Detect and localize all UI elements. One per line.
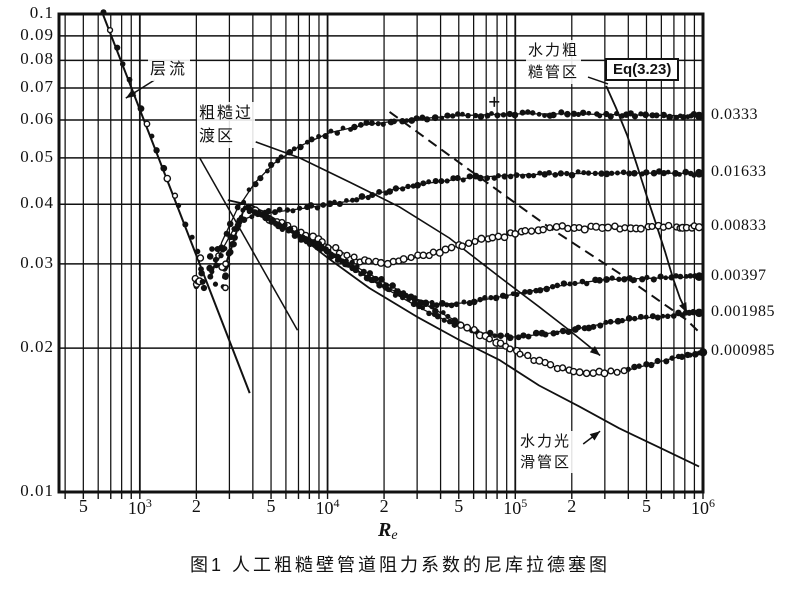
annotation-rough-zone: 水力粗 糙管区 <box>526 40 582 84</box>
y-tick-label: 0.08 <box>20 49 54 69</box>
x-tick-exponent: 4 <box>333 496 340 510</box>
series-0.0333 <box>207 109 704 280</box>
x-tick-label: 105 <box>503 496 528 518</box>
equation-label: Eq(3.23) <box>605 58 680 81</box>
annotation-laminar: 层流 <box>148 59 191 81</box>
x-tick-label: 106 <box>691 496 715 518</box>
fully-rough-boundary-dashed-line <box>389 111 700 333</box>
transition-left-line <box>199 157 299 331</box>
y-tick-label: 0.02 <box>20 337 54 357</box>
series-0.000985 <box>224 205 708 378</box>
x-tick-label: 5 <box>641 496 651 516</box>
y-tick-label: 0.09 <box>20 24 54 44</box>
transition-zone-pointer-curve <box>255 141 601 357</box>
figure-caption: 图1 人工粗糙壁管道阻力系数的尼库拉德塞图 <box>189 555 610 575</box>
annotation-guides <box>125 76 688 445</box>
annotation-smooth-line1: 水力光 <box>520 433 572 450</box>
y-tick-label: 0.05 <box>20 146 54 166</box>
eq-323-curve <box>605 85 688 314</box>
data-series <box>100 9 708 378</box>
annotation-rough-line2: 糙管区 <box>528 64 580 81</box>
series-0.00833 <box>221 205 704 272</box>
annotation-smooth-zone: 水力光 滑管区 <box>518 431 574 473</box>
laminar-line <box>101 13 251 394</box>
relative-roughness-label: 0.01633 <box>711 163 767 181</box>
annotation-transition-line1: 粗糙过 <box>199 105 254 122</box>
x-tick-label: 2 <box>567 496 577 516</box>
relative-roughness-label: 0.000985 <box>711 342 775 360</box>
relative-roughness-label: 0.001985 <box>711 302 775 320</box>
x-tick-label: 103 <box>127 496 152 518</box>
transition-dip-cluster <box>191 245 230 292</box>
x-tick-exponent: 6 <box>709 496 715 510</box>
reference-curves <box>101 13 700 468</box>
x-tick-label: 2 <box>379 496 389 516</box>
plus-marker <box>489 96 500 107</box>
y-tick-label: 0.1 <box>29 3 54 22</box>
series-0.00397 <box>222 203 704 309</box>
annotation-rough-line1: 水力粗 <box>528 42 580 59</box>
annotation-transition-line2: 渡区 <box>199 128 236 145</box>
x-axis-label: Re <box>378 519 398 544</box>
y-tick-label: 0.06 <box>20 109 54 129</box>
x-tick-exponent: 5 <box>521 496 528 510</box>
x-tick-label: 5 <box>78 496 88 516</box>
y-tick-label: 0.01 <box>20 481 54 500</box>
x-tick-label: 104 <box>315 496 340 518</box>
x-axis-label-sub: e <box>391 528 398 543</box>
x-tick-label: 5 <box>266 496 276 516</box>
annotation-transition-zone: 粗糙过 渡区 <box>197 102 256 148</box>
rough-zone-pointer <box>587 76 609 85</box>
x-tick-label: 2 <box>191 496 201 516</box>
x-axis-label-main: R <box>378 519 392 541</box>
y-tick-label: 0.07 <box>20 77 54 97</box>
annotation-laminar-text: 层流 <box>150 61 189 78</box>
x-tick-exponent: 3 <box>145 496 152 510</box>
relative-roughness-label: 0.00397 <box>711 266 767 284</box>
annotation-smooth-line2: 滑管区 <box>520 454 572 471</box>
relative-roughness-label: 0.0333 <box>711 105 758 123</box>
y-tick-label: 0.03 <box>20 252 54 272</box>
x-tick-label: 5 <box>454 496 464 516</box>
y-tick-label: 0.04 <box>20 193 54 213</box>
relative-roughness-label: 0.00833 <box>711 217 767 235</box>
laminar-scatter <box>100 9 201 255</box>
